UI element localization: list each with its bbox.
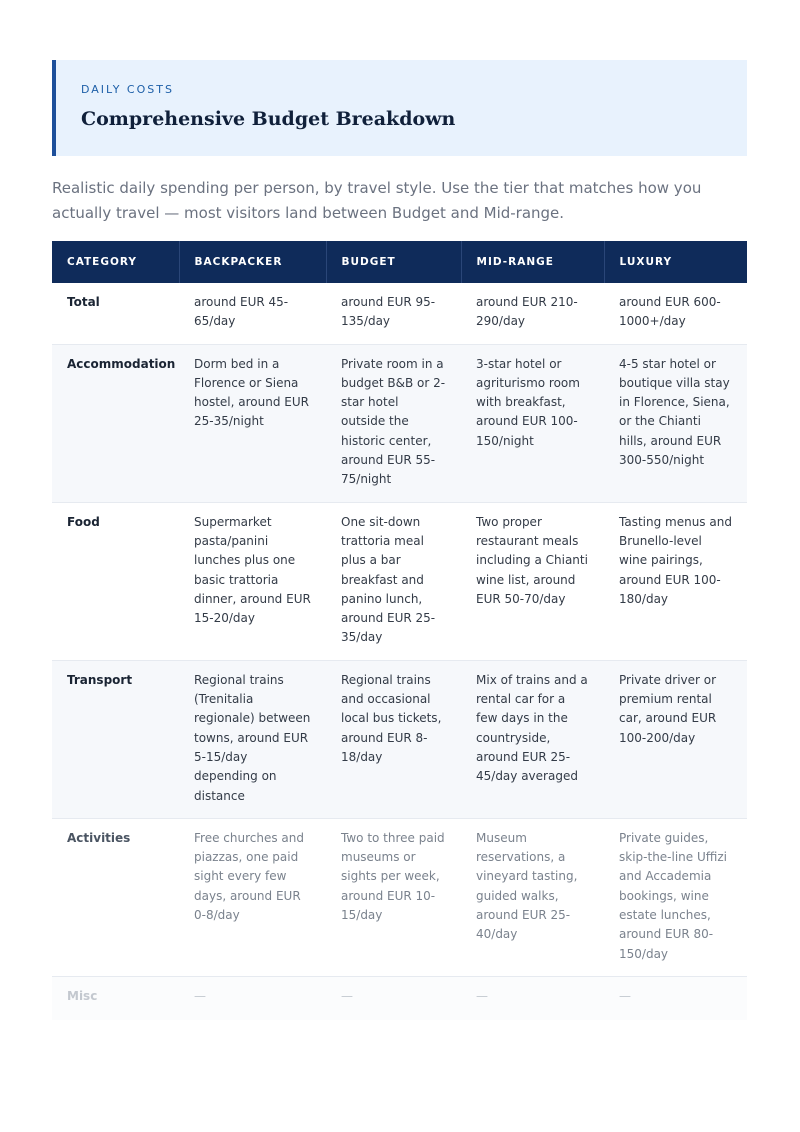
table-row: Food Supermarket pasta/panini lunches pl… — [52, 502, 747, 661]
section-eyebrow: DAILY COSTS — [81, 83, 174, 96]
cell-budget: Private room in a budget B&B or 2-star h… — [326, 344, 461, 503]
table-header-row: CATEGORY BACKPACKER BUDGET MID-RANGE LUX… — [52, 241, 747, 283]
cell-mid-range: Mix of trains and a rental car for a few… — [461, 660, 604, 819]
cell-backpacker: Free churches and piazzas, one paid sigh… — [179, 818, 326, 977]
column-header-category: CATEGORY — [52, 241, 180, 283]
cell-budget: Regional trains and occasional local bus… — [326, 660, 461, 819]
table-row: Transport Regional trains (Trenitalia re… — [52, 660, 747, 819]
table-row: Activities Free churches and piazzas, on… — [52, 818, 747, 977]
column-header-luxury: LUXURY — [604, 241, 747, 283]
column-header-backpacker: BACKPACKER — [179, 241, 327, 283]
cell-luxury: — — [604, 976, 747, 1021]
budget-table: CATEGORY BACKPACKER BUDGET MID-RANGE LUX… — [52, 241, 747, 1021]
intro-paragraph: Realistic daily spending per person, by … — [52, 179, 702, 222]
row-category: Food — [52, 502, 179, 661]
page-title: Comprehensive Budget Breakdown — [81, 108, 456, 130]
section-header: DAILY COSTS Comprehensive Budget Breakdo… — [52, 60, 747, 156]
cell-mid-range: 3-star hotel or agriturismo room with br… — [461, 344, 604, 503]
cell-mid-range: — — [461, 976, 604, 1021]
cell-luxury: Private guides, skip-the-line Uffizi and… — [604, 818, 747, 977]
table-header: CATEGORY BACKPACKER BUDGET MID-RANGE LUX… — [52, 241, 747, 283]
cell-budget: — — [326, 976, 461, 1021]
cell-mid-range: around EUR 210-290/day — [461, 283, 604, 345]
cell-luxury: 4-5 star hotel or boutique villa stay in… — [604, 344, 747, 503]
row-category: Transport — [52, 660, 179, 819]
row-category: Total — [52, 283, 179, 345]
cell-budget: Two to three paid museums or sights per … — [326, 818, 461, 977]
column-header-budget: BUDGET — [326, 241, 462, 283]
cell-budget: around EUR 95-135/day — [326, 283, 461, 345]
cell-backpacker: around EUR 45-65/day — [179, 283, 326, 345]
cell-backpacker: Supermarket pasta/panini lunches plus on… — [179, 502, 326, 661]
row-category: Activities — [52, 818, 179, 977]
cell-budget: One sit-down trattoria meal plus a bar b… — [326, 502, 461, 661]
table-row: Total around EUR 45-65/day around EUR 95… — [52, 283, 747, 345]
cell-luxury: around EUR 600-1000+/day — [604, 283, 747, 345]
row-category: Misc — [52, 976, 179, 1021]
row-category: Accommodation — [52, 344, 179, 503]
cell-luxury: Tasting menus and Brunello-level wine pa… — [604, 502, 747, 661]
cell-backpacker: Dorm bed in a Florence or Siena hostel, … — [179, 344, 326, 503]
cell-mid-range: Museum reservations, a vineyard tasting,… — [461, 818, 604, 977]
cell-luxury: Private driver or premium rental car, ar… — [604, 660, 747, 819]
table-row: Accommodation Dorm bed in a Florence or … — [52, 344, 747, 503]
cell-backpacker: — — [179, 976, 326, 1021]
table-body: Total around EUR 45-65/day around EUR 95… — [52, 283, 747, 1021]
cell-mid-range: Two proper restaurant meals including a … — [461, 502, 604, 661]
table-row: Misc — — — — — [52, 976, 747, 1021]
column-header-mid-range: MID-RANGE — [461, 241, 605, 283]
cell-backpacker: Regional trains (Trenitalia regionale) b… — [179, 660, 326, 819]
